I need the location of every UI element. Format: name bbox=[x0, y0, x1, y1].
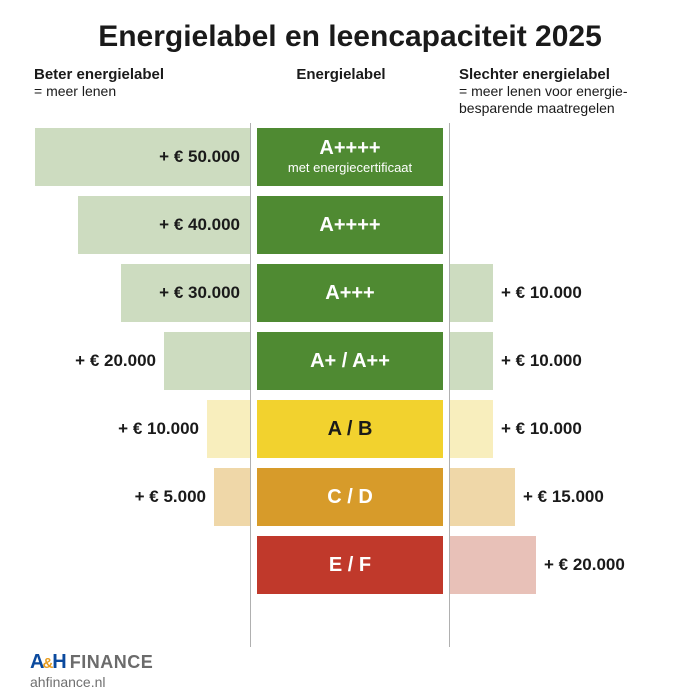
right-bar-value: + € 10.000 bbox=[501, 283, 582, 303]
energy-label: A++++ met energiecertificaat bbox=[257, 128, 443, 186]
right-bar-row: + € 20.000 bbox=[450, 536, 670, 594]
columns-header: Beter energielabel = meer lenen Energiel… bbox=[30, 66, 670, 117]
left-bar-row: + € 10.000 bbox=[30, 400, 250, 458]
left-bar-row bbox=[30, 536, 250, 594]
site-url: ahfinance.nl bbox=[30, 674, 670, 690]
right-bar-row: + € 10.000 bbox=[450, 400, 670, 458]
right-bar-column: + € 10.000 + € 10.000 + € 10.000 + € 15.000… bbox=[450, 123, 670, 647]
right-bar-row bbox=[450, 128, 670, 186]
left-bar-column: + € 50.000 + € 40.000 + € 30.000 + € 20.000… bbox=[30, 123, 250, 647]
col-head-right-title: Slechter energielabel bbox=[459, 66, 666, 83]
right-bar-row: + € 10.000 bbox=[450, 264, 670, 322]
right-bar bbox=[450, 468, 515, 526]
right-bar-row: + € 10.000 bbox=[450, 332, 670, 390]
infographic-container: Energielabel en leencapaciteit 2025 Bete… bbox=[0, 0, 700, 700]
right-bar bbox=[450, 332, 493, 390]
right-bar-value: + € 20.000 bbox=[544, 555, 625, 575]
chart: + € 50.000 + € 40.000 + € 30.000 + € 20.000… bbox=[30, 123, 670, 647]
left-bar-row: + € 50.000 bbox=[30, 128, 250, 186]
right-bar-value: + € 15.000 bbox=[523, 487, 604, 507]
left-bar-row: + € 30.000 bbox=[30, 264, 250, 322]
col-head-left-sub: = meer lenen bbox=[34, 83, 241, 100]
col-head-left-title: Beter energielabel bbox=[34, 66, 241, 83]
right-bar-row: + € 15.000 bbox=[450, 468, 670, 526]
energy-label-text: A / B bbox=[328, 418, 373, 440]
energy-label: A / B bbox=[257, 400, 443, 458]
energy-label-text: A++++ bbox=[319, 137, 380, 159]
energy-label-text: A+ / A++ bbox=[310, 350, 390, 372]
left-bar bbox=[164, 332, 250, 390]
left-bar-value: + € 40.000 bbox=[159, 215, 240, 235]
left-bar-value: + € 50.000 bbox=[159, 147, 240, 167]
logo-finance: FINANCE bbox=[70, 652, 154, 673]
page-title: Energielabel en leencapaciteit 2025 bbox=[30, 20, 670, 54]
left-bar-row: + € 40.000 bbox=[30, 196, 250, 254]
left-bar bbox=[207, 400, 250, 458]
left-bar bbox=[214, 468, 250, 526]
energy-label-text: C / D bbox=[327, 486, 373, 508]
label-column: A++++ met energiecertificaat A++++ A+++ A+ /… bbox=[250, 123, 450, 647]
footer: A & H FINANCE ahfinance.nl bbox=[30, 647, 670, 690]
col-head-left: Beter energielabel = meer lenen bbox=[34, 66, 241, 117]
energy-label-text: A++++ bbox=[319, 214, 380, 236]
col-head-center: Energielabel bbox=[241, 66, 441, 117]
col-head-center-title: Energielabel bbox=[241, 66, 441, 83]
left-bar-value: + € 30.000 bbox=[159, 283, 240, 303]
brand-logo: A & H FINANCE bbox=[30, 651, 153, 674]
logo-a: A bbox=[30, 651, 43, 674]
right-bar bbox=[450, 536, 536, 594]
energy-label: A+++ bbox=[257, 264, 443, 322]
logo-h: H bbox=[52, 651, 65, 674]
left-bar-row: + € 20.000 bbox=[30, 332, 250, 390]
energy-label-text: A+++ bbox=[325, 282, 374, 304]
left-bar-value: + € 10.000 bbox=[118, 419, 199, 439]
energy-label: A++++ bbox=[257, 196, 443, 254]
right-bar bbox=[450, 400, 493, 458]
left-bar-value: + € 5.000 bbox=[135, 487, 206, 507]
energy-label: A+ / A++ bbox=[257, 332, 443, 390]
energy-label-sub: met energiecertificaat bbox=[288, 161, 412, 175]
col-head-right: Slechter energielabel = meer lenen voor … bbox=[441, 66, 666, 117]
right-bar-row bbox=[450, 196, 670, 254]
energy-label: C / D bbox=[257, 468, 443, 526]
right-bar bbox=[450, 264, 493, 322]
left-bar: + € 40.000 bbox=[78, 196, 250, 254]
left-bar: + € 50.000 bbox=[35, 128, 250, 186]
left-bar: + € 30.000 bbox=[121, 264, 250, 322]
left-bar-value: + € 20.000 bbox=[75, 351, 156, 371]
right-bar-value: + € 10.000 bbox=[501, 419, 582, 439]
right-bar-value: + € 10.000 bbox=[501, 351, 582, 371]
left-bar-row: + € 5.000 bbox=[30, 468, 250, 526]
col-head-right-sub: = meer lenen voor energie-besparende maa… bbox=[459, 83, 666, 117]
energy-label-text: E / F bbox=[329, 554, 371, 576]
energy-label: E / F bbox=[257, 536, 443, 594]
